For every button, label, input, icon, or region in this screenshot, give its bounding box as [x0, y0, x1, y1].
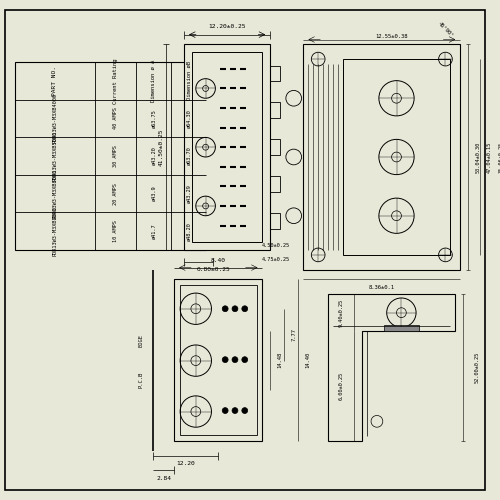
Circle shape	[232, 408, 238, 414]
Circle shape	[242, 306, 248, 312]
Circle shape	[222, 356, 228, 362]
Text: 14.48: 14.48	[278, 352, 282, 368]
Bar	[342, 59, 450, 255]
Bar	[180, 285, 256, 435]
Circle shape	[222, 306, 228, 312]
Text: ø48.20: ø48.20	[186, 222, 192, 240]
Text: ø43.9: ø43.9	[151, 186, 156, 202]
Bar	[270, 213, 280, 229]
Bar	[384, 326, 419, 332]
Text: 20 AMPS: 20 AMPS	[113, 182, 118, 204]
Bar	[14, 62, 205, 250]
Text: 47.04±0.15: 47.04±0.15	[487, 142, 492, 172]
Bar	[184, 44, 270, 250]
Bar	[358, 59, 436, 255]
Bar	[174, 280, 262, 441]
Bar	[270, 66, 280, 82]
Text: PDR13W3-M3XB1000: PDR13W3-M3XB1000	[52, 206, 58, 256]
Bar	[270, 140, 280, 155]
Text: 40 AMPS: 40 AMPS	[113, 108, 118, 130]
Text: ø41.7: ø41.7	[151, 224, 156, 239]
Circle shape	[242, 356, 248, 362]
Text: EDGE: EDGE	[138, 334, 143, 347]
Text: PART NO.: PART NO.	[52, 66, 58, 96]
Text: Dimension ø A: Dimension ø A	[151, 60, 156, 102]
Text: 7.77: 7.77	[291, 328, 296, 340]
Text: 14.40: 14.40	[305, 352, 310, 368]
Text: 8.40: 8.40	[211, 258, 226, 264]
Text: 0.80±0.25: 0.80±0.25	[196, 267, 230, 272]
Text: 4.75±0.25: 4.75±0.25	[262, 258, 290, 262]
Text: PDR13W3-M3XB4000: PDR13W3-M3XB4000	[52, 94, 58, 144]
Text: 9.40±0.25: 9.40±0.25	[338, 298, 343, 326]
Text: 12.55±0.38: 12.55±0.38	[376, 34, 408, 39]
Text: ø63.75: ø63.75	[151, 109, 156, 128]
Circle shape	[232, 356, 238, 362]
Text: ø43.29: ø43.29	[186, 184, 192, 203]
Text: PDR13W3-M3XB5000: PDR13W3-M3XB5000	[52, 131, 58, 181]
Text: ø64.30: ø64.30	[186, 109, 192, 128]
Text: Current Rating: Current Rating	[113, 58, 118, 104]
Text: 45°90°: 45°90°	[437, 21, 454, 38]
Circle shape	[242, 408, 248, 414]
Text: P.C.B: P.C.B	[138, 372, 143, 388]
Text: 6.00±0.25: 6.00±0.25	[338, 372, 343, 400]
Text: 41.50±0.25: 41.50±0.25	[159, 128, 164, 166]
Text: 52.00±0.25: 52.00±0.25	[474, 352, 480, 383]
Circle shape	[222, 408, 228, 414]
Text: 53.04±0.30: 53.04±0.30	[476, 142, 480, 172]
Bar	[270, 102, 280, 118]
Text: 8.36±0.1: 8.36±0.1	[369, 284, 395, 290]
Bar	[342, 74, 450, 240]
Text: 10 AMPS: 10 AMPS	[113, 220, 118, 242]
Bar	[192, 52, 262, 242]
Text: PDR13W3-M3XB8000: PDR13W3-M3XB8000	[52, 168, 58, 218]
Polygon shape	[328, 294, 455, 441]
Bar	[270, 176, 280, 192]
Text: Dimension øB: Dimension øB	[186, 62, 192, 100]
Text: ø43.20: ø43.20	[151, 146, 156, 166]
Text: 12.20±0.25: 12.20±0.25	[208, 24, 246, 29]
Text: 12.20: 12.20	[176, 461, 195, 466]
Text: 30 AMPS: 30 AMPS	[113, 145, 118, 167]
Bar	[304, 44, 460, 270]
Text: 4.50±0.25: 4.50±0.25	[262, 242, 290, 248]
Text: 2.84: 2.84	[156, 476, 171, 480]
Circle shape	[232, 306, 238, 312]
Text: ø63.70: ø63.70	[186, 146, 192, 166]
Text: 35.06±0.25: 35.06±0.25	[499, 142, 500, 172]
